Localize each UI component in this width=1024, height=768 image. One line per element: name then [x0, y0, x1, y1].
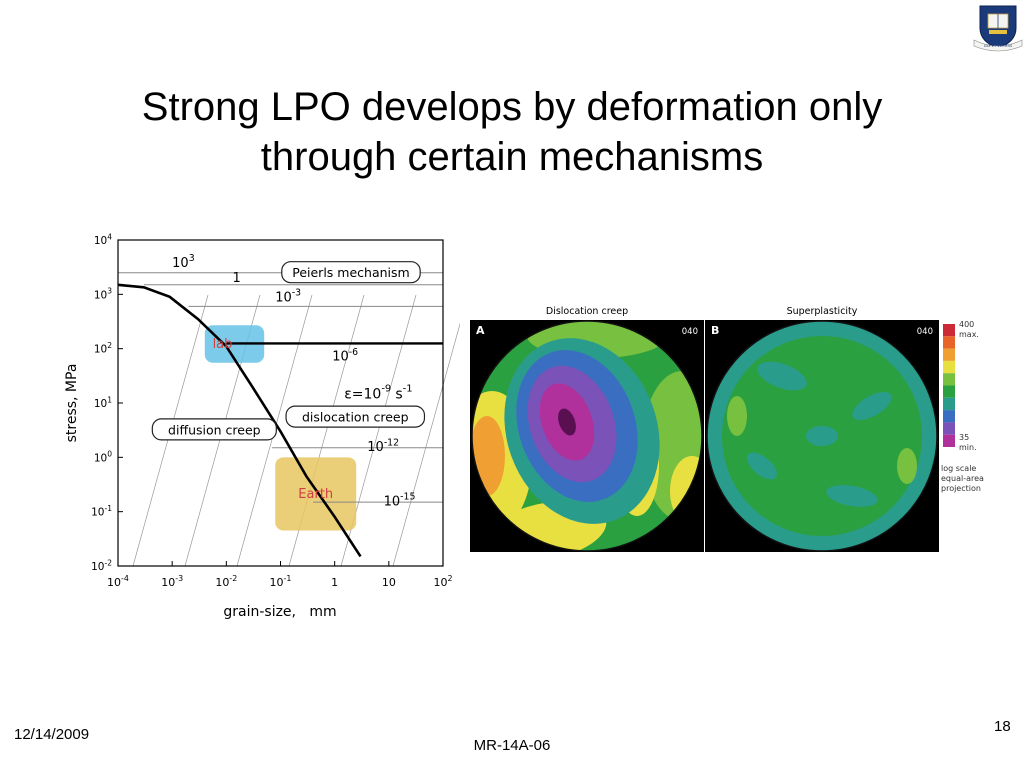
contour-blob	[558, 408, 576, 436]
y-tick-label: 104	[94, 232, 112, 247]
x-tick-label: 10-4	[107, 574, 129, 589]
logo-motto: LUX ET VERITAS	[984, 44, 1013, 48]
colorbar-swatch	[943, 385, 955, 398]
colorbar-swatch	[943, 373, 955, 386]
x-tick-label: 1	[331, 576, 338, 589]
x-axis-label: grain-size, mm	[223, 604, 336, 620]
x-tick-label: 10	[382, 576, 396, 589]
contour-blob	[897, 448, 917, 484]
iso-rate-label: 103	[172, 253, 195, 271]
contour-blob	[757, 361, 807, 391]
colorbar-swatch	[943, 397, 955, 411]
contour-blob	[642, 371, 702, 521]
footer-date: 12/14/2009	[14, 726, 90, 743]
colorbar-swatch	[943, 434, 955, 447]
diffusion-iso-line	[392, 322, 460, 567]
region-box	[285, 405, 426, 428]
footer-center: MR-14A-06	[473, 737, 551, 754]
panel-title: Dislocation creep	[546, 306, 628, 317]
contour-blob	[826, 485, 878, 507]
y-tick-label: 10-2	[91, 558, 112, 573]
iso-rate-label: 10-6	[332, 347, 358, 365]
x-tick-label: 10-3	[161, 574, 183, 589]
highlight-earth	[275, 457, 357, 531]
panel-letter: B	[711, 324, 719, 337]
colorbar-max-label: max.	[959, 330, 979, 339]
pole-figure-circle	[706, 320, 938, 552]
colorbar-swatch	[943, 360, 955, 374]
university-shield-icon: LUX ET VERITAS	[973, 5, 1023, 52]
panel-title: Superplasticity	[787, 306, 858, 317]
deformation-mechanism-map: 103 1 10-3 10-6 10-12 10-15 ε=10-9 s-1 Peierls m…	[64, 232, 460, 620]
y-tick-label: 102	[94, 341, 112, 356]
iso-rate-label: 10-15	[384, 492, 416, 510]
panel-letter: A	[476, 324, 485, 337]
x-tick-label: 10-1	[270, 574, 292, 589]
iso-rate-label: 10-12	[367, 437, 399, 455]
colorbar-note-line3: projection	[941, 484, 981, 493]
y-tick-label: 100	[94, 450, 112, 465]
y-tick-label: 103	[94, 287, 112, 302]
colorbar-swatch	[943, 324, 955, 337]
colorbar-swatch	[943, 336, 955, 349]
colorbar-note-line2: equal-area	[941, 474, 984, 483]
panel-code: 040	[682, 327, 698, 337]
contour-blob	[852, 392, 892, 420]
colorbar-min-value: 35	[959, 433, 969, 442]
highlight-label: lab	[213, 337, 233, 352]
x-tick-label: 102	[433, 574, 452, 589]
y-tick-label: 10-1	[91, 504, 112, 519]
x-tick-label: 10-2	[215, 574, 237, 589]
colorbar-max-value: 400	[959, 320, 974, 329]
colorbar-swatch	[943, 348, 955, 361]
region-label: diffusion creep	[168, 422, 261, 437]
region-label: dislocation creep	[302, 410, 409, 425]
pole-figures: Dislocation creep A 040 Superplasticity B 04…	[470, 306, 984, 552]
panel-code: 040	[917, 327, 933, 337]
highlight-label: Earth	[298, 487, 333, 502]
iso-rate-label: 10-3	[275, 288, 301, 306]
region-box	[281, 261, 421, 284]
colorbar-swatch	[943, 410, 955, 423]
title-line-1: Strong LPO develops by deformation only	[141, 85, 883, 129]
colorbar-note-line1: log scale	[941, 464, 976, 473]
region-label: Peierls mechanism	[292, 265, 409, 280]
y-tick-label: 101	[94, 395, 112, 410]
contour-blob	[747, 452, 777, 480]
y-axis-label: stress, MPa	[64, 364, 80, 443]
mechanism-boundary-line	[117, 283, 362, 558]
slide-title: Strong LPO develops by deformation only …	[0, 82, 1024, 182]
contour-blob	[727, 396, 747, 436]
region-box	[151, 418, 277, 441]
title-line-2: through certain mechanisms	[260, 135, 764, 179]
page-number: 18	[994, 718, 1011, 735]
colorbar-min-label: min.	[959, 443, 977, 452]
pole-figure-circle	[471, 320, 703, 552]
colorbar-swatch	[943, 422, 955, 435]
strain-rate-label: ε=10-9 s-1	[344, 384, 412, 403]
contour-blob	[806, 426, 838, 446]
iso-rate-label: 1	[233, 271, 241, 286]
